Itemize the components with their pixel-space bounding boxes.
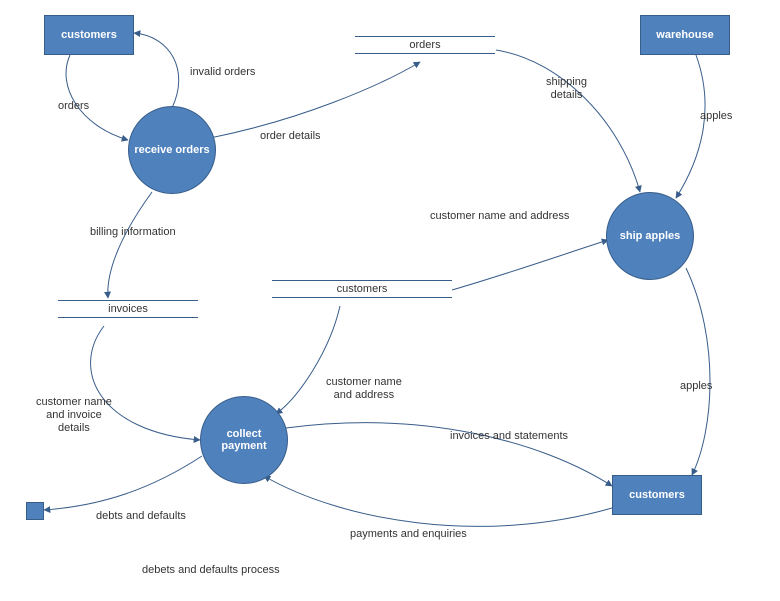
edge-e8 (108, 192, 152, 298)
node-receive: receive orders (128, 106, 216, 194)
edge-label-e11: invoices and statements (450, 430, 568, 443)
edge-label-e8: billing information (90, 226, 176, 239)
edge-e12 (264, 476, 612, 526)
edge-e5 (676, 55, 705, 198)
node-customers_store: customers (272, 280, 452, 298)
edge-label-e2: invalid orders (190, 66, 255, 79)
store-label-customers_store: customers (272, 281, 452, 297)
edge-label-e10: customer name and address (326, 376, 402, 402)
edge-label-e4: shipping details (546, 76, 587, 102)
store-label-orders_store: orders (355, 37, 495, 53)
edge-label-e1: orders (58, 100, 89, 113)
edge-e6 (452, 240, 608, 290)
node-collect: collect payment (200, 396, 288, 484)
node-warehouse: warehouse (640, 15, 730, 55)
edge-e1 (66, 55, 128, 140)
store-label-invoices_store: invoices (58, 301, 198, 317)
edge-label-e3: order details (260, 130, 321, 143)
edge-label-e12: payments and enquiries (350, 528, 467, 541)
edge-label-e6: customer name and address (430, 210, 569, 223)
edge-e4 (496, 50, 640, 192)
node-tiny_box (26, 502, 44, 520)
edge-e2 (134, 33, 179, 108)
node-invoices_store: invoices (58, 300, 198, 318)
node-orders_store: orders (355, 36, 495, 54)
diagram-canvas: customers warehouse customers receive order… (0, 0, 780, 601)
node-customers_tl: customers (44, 15, 134, 55)
node-customers_br: customers (612, 475, 702, 515)
edge-e13 (44, 456, 202, 510)
edge-label-e5: apples (700, 110, 732, 123)
edge-label-e7: apples (680, 380, 712, 393)
edge-label-e13: debts and defaults (96, 510, 186, 523)
edge-e7 (686, 268, 710, 475)
edge-label-e9: customer name and invoice details (36, 396, 112, 436)
node-ship: ship apples (606, 192, 694, 280)
footer-label: debets and defaults process (142, 564, 280, 577)
